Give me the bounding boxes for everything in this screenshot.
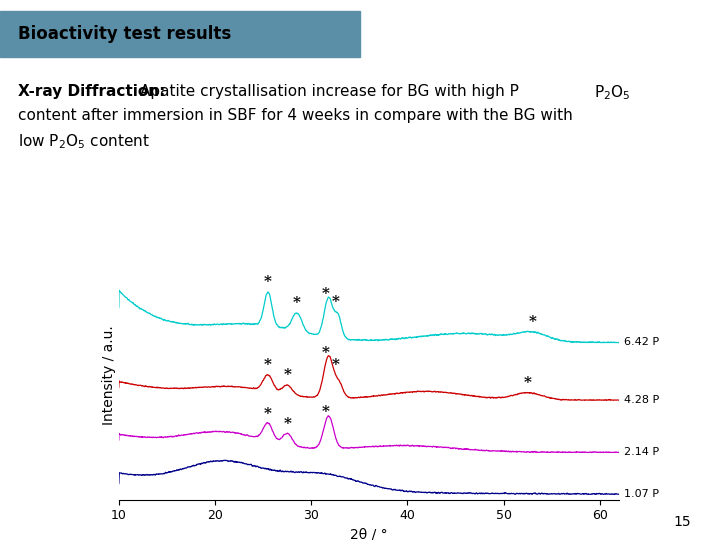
Text: 1.07 P: 1.07 P — [624, 489, 659, 499]
Text: low $\mathregular{P_2O_5}$ content: low $\mathregular{P_2O_5}$ content — [18, 132, 150, 151]
Text: *: * — [283, 417, 291, 431]
Text: *: * — [264, 407, 272, 421]
Text: *: * — [322, 346, 330, 360]
Y-axis label: Intensity / a.u.: Intensity / a.u. — [102, 326, 116, 425]
Text: 2.14 P: 2.14 P — [624, 447, 659, 457]
Text: *: * — [528, 315, 536, 329]
Text: $\mathregular{P_2O_5}$: $\mathregular{P_2O_5}$ — [594, 84, 631, 103]
Text: *: * — [331, 357, 339, 372]
Text: *: * — [322, 405, 330, 419]
Text: Apatite crystallisation increase for BG with high P: Apatite crystallisation increase for BG … — [140, 84, 519, 99]
Text: content after immersion in SBF for 4 weeks in compare with the BG with: content after immersion in SBF for 4 wee… — [18, 108, 572, 123]
Text: *: * — [264, 275, 272, 289]
X-axis label: 2θ / °: 2θ / ° — [350, 528, 388, 540]
Text: *: * — [283, 368, 291, 382]
Text: 15: 15 — [674, 515, 691, 529]
Text: *: * — [322, 287, 330, 301]
Text: X-ray Diffraction:: X-ray Diffraction: — [18, 84, 166, 99]
Text: *: * — [331, 294, 339, 308]
Text: 6.42 P: 6.42 P — [624, 338, 659, 347]
Text: 4.28 P: 4.28 P — [624, 395, 660, 405]
Text: *: * — [524, 376, 531, 390]
Text: Bioactivity test results: Bioactivity test results — [18, 25, 231, 43]
Text: *: * — [264, 358, 272, 372]
Text: *: * — [293, 296, 301, 310]
